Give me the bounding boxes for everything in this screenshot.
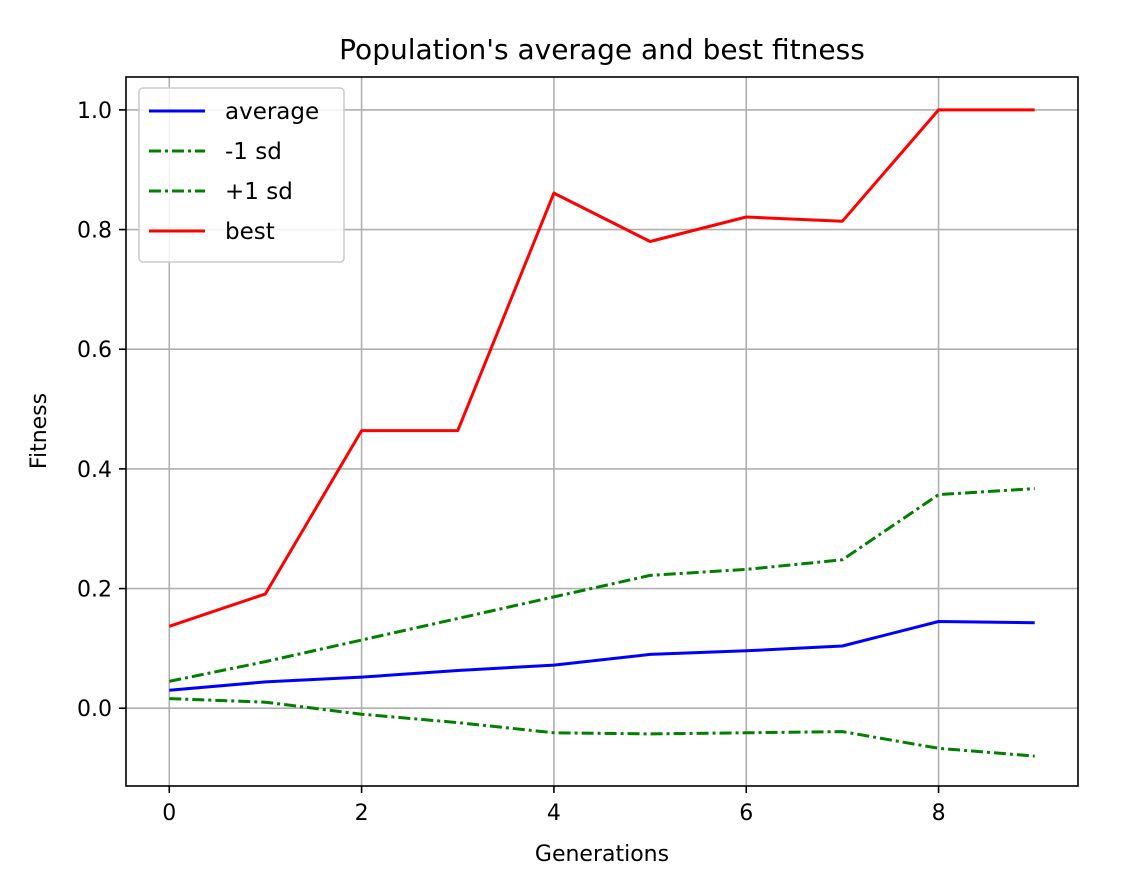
x-tick-label: 2 (355, 801, 369, 826)
legend-label-0: average (225, 99, 319, 125)
y-tick-label: 1.0 (77, 99, 112, 124)
legend: average -1 sd +1 sd best (138, 87, 345, 263)
series-line-2 (168, 487, 1035, 683)
x-tick-label: 8 (932, 801, 946, 826)
legend-label-1: -1 sd (225, 139, 282, 165)
y-tick-label: 0.4 (77, 458, 112, 483)
series-lines (168, 108, 1035, 758)
x-tick-label: 0 (162, 801, 176, 826)
y-tick-label: 0.0 (77, 697, 112, 722)
series-line-0 (169, 620, 1035, 692)
series-line-1 (169, 697, 1035, 758)
y-axis: 0.0 0.2 0.4 0.6 0.8 1.0 (77, 99, 126, 722)
legend-label-2: +1 sd (225, 179, 293, 205)
y-axis-label: Fitness (27, 393, 52, 469)
series-line-3 (168, 108, 1035, 628)
x-tick-label: 4 (547, 801, 561, 826)
y-tick-label: 0.8 (77, 219, 112, 244)
chart-title: Population's average and best fitness (339, 33, 865, 66)
plot-frame (125, 76, 1079, 787)
x-tick-label: 6 (739, 801, 753, 826)
y-tick-label: 0.6 (77, 338, 112, 363)
legend-label-3: best (225, 219, 275, 245)
legend-box (138, 87, 345, 263)
x-axis-label: Generations (535, 842, 669, 867)
x-axis: 0 2 4 6 8 (162, 786, 946, 826)
y-tick-label: 0.2 (77, 578, 112, 603)
